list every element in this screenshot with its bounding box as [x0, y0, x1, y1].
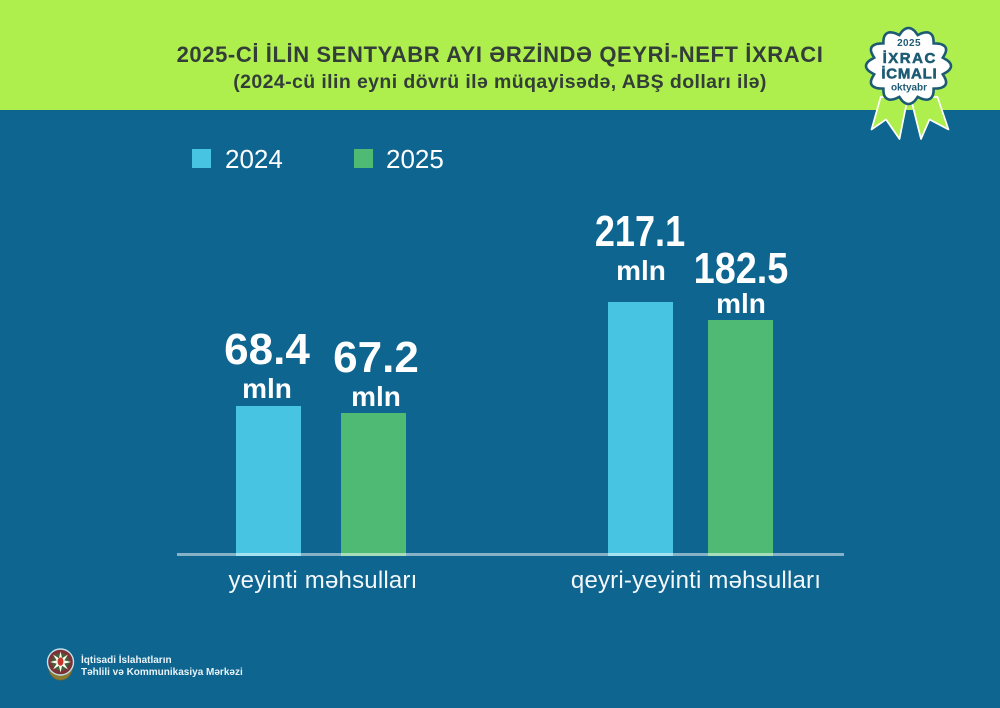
svg-text:oktyabr: oktyabr: [891, 82, 927, 93]
svg-text:2025: 2025: [897, 38, 921, 49]
svg-text:İXRAC: İXRAC: [883, 50, 937, 67]
svg-text:İCMALI: İCMALI: [881, 66, 937, 83]
